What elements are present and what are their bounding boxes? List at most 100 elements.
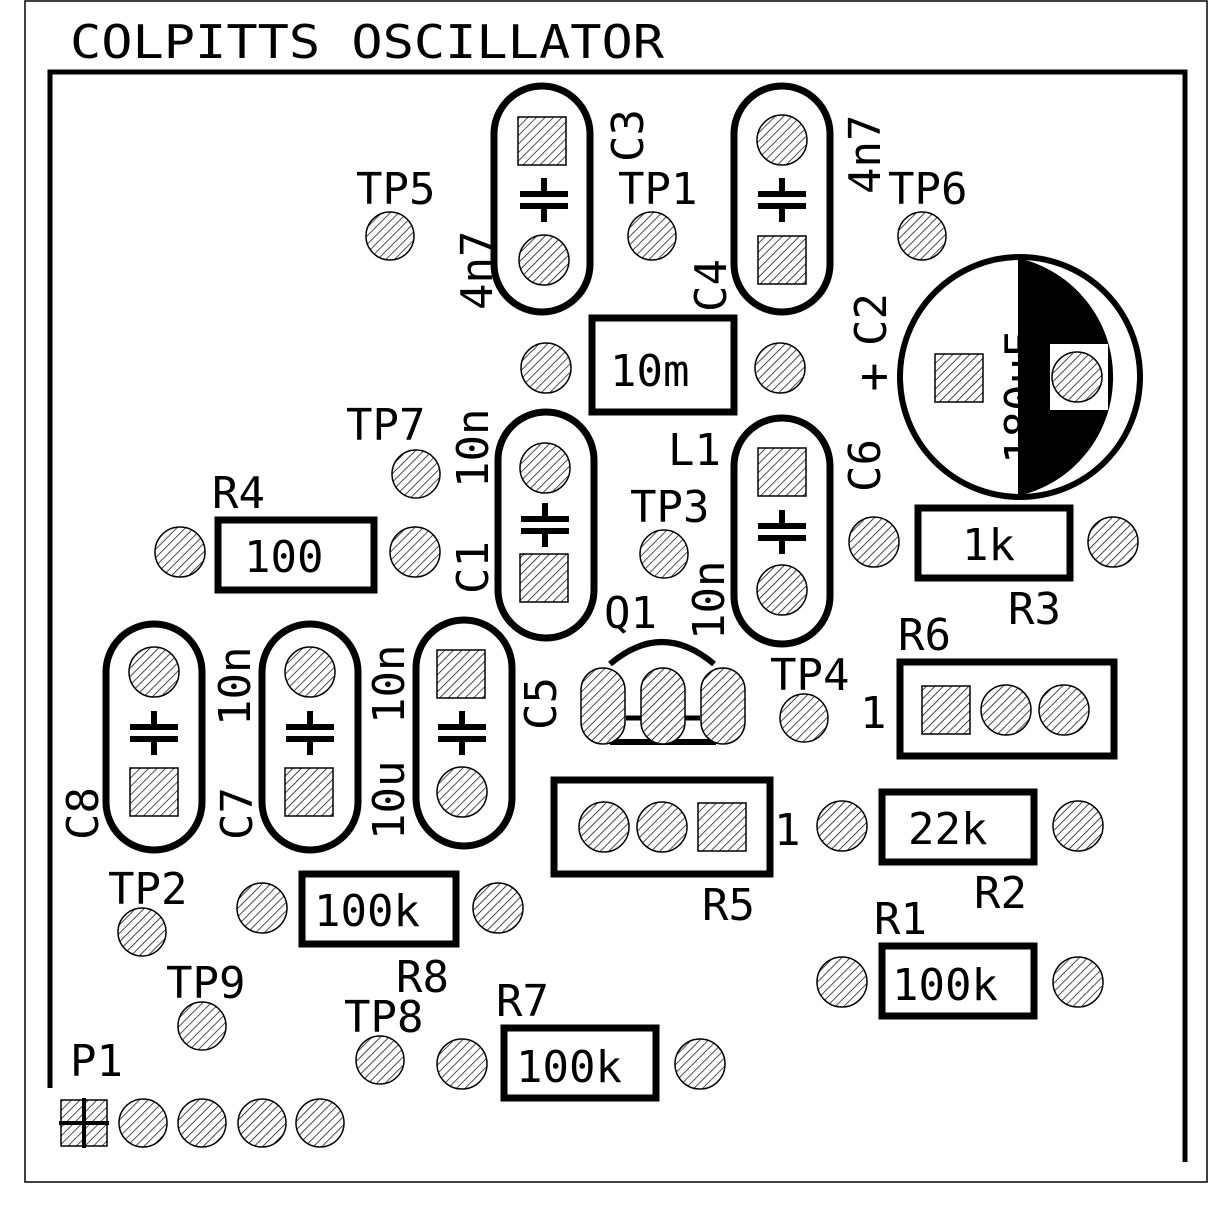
c7-value-label: 10u [364, 761, 415, 840]
c7-ref-label: C7 [212, 787, 263, 840]
pad-round [779, 693, 829, 743]
inductor-l1[interactable]: 10m L1 [520, 314, 806, 476]
pad-round [756, 114, 808, 166]
pad-round [128, 646, 180, 698]
pad-round [118, 1098, 168, 1148]
test-point-tp5[interactable]: TP5 [356, 164, 435, 261]
resistor-r1[interactable]: 100k R1 [816, 894, 1104, 1020]
pad-square [129, 767, 179, 817]
r8-value-label: 100k [314, 886, 420, 937]
r7-value-label: 100k [516, 1042, 622, 1093]
test-point-tp6[interactable]: TP6 [888, 164, 967, 261]
board-title: COLPITTS OSCILLATOR [70, 15, 664, 69]
pad-round [674, 1038, 726, 1090]
r2-ref-label: R2 [974, 868, 1027, 919]
transistor-q1[interactable]: Q1 [580, 588, 746, 745]
tp1-label: TP1 [618, 164, 697, 215]
pad-round [627, 211, 677, 261]
test-point-tp9[interactable]: TP9 [166, 958, 245, 1051]
q1-ref-label: Q1 [604, 588, 657, 639]
pad-round [237, 1098, 287, 1148]
r5-pin1-label: 1 [774, 805, 801, 856]
pad-round [436, 766, 488, 818]
resistor-r2[interactable]: 22k R2 [816, 788, 1104, 919]
pad-round [117, 907, 167, 957]
pad-round [1052, 800, 1104, 852]
r1-ref-label: R1 [874, 894, 927, 945]
test-point-tp1[interactable]: TP1 [618, 164, 697, 261]
capacitor-c3[interactable]: C3 4n7 [452, 82, 654, 316]
pad-round [1051, 351, 1103, 403]
pad-round [519, 442, 571, 494]
r3-ref-label: R3 [1008, 584, 1061, 635]
trimmer-r6[interactable]: R6 1 [860, 610, 1118, 760]
tp8-label: TP8 [344, 992, 423, 1043]
resistor-r7[interactable]: 100k R7 [436, 976, 726, 1102]
test-point-tp4[interactable]: TP4 [770, 650, 849, 743]
tp2-label: TP2 [108, 864, 187, 915]
capacitor-c7[interactable]: C7 10u [212, 620, 415, 854]
r4-ref-label: R4 [212, 468, 265, 519]
capacitor-c8[interactable]: C8 10n [58, 620, 261, 854]
pad-round [639, 529, 689, 579]
r1-value-label: 100k [892, 960, 998, 1011]
r8-ref-label: R8 [396, 952, 449, 1003]
r3-value-label: 1k [962, 520, 1015, 571]
tp5-label: TP5 [356, 164, 435, 215]
pad-round [177, 1001, 227, 1051]
resistor-r8[interactable]: 100k R8 [236, 870, 524, 1003]
test-point-tp7[interactable]: TP7 [346, 400, 441, 499]
pad-oval [700, 667, 746, 745]
pad-round [848, 516, 900, 568]
capacitor-c1[interactable]: C1 10n [448, 408, 598, 642]
pad-round [177, 1098, 227, 1148]
pad-round [1052, 956, 1104, 1008]
c6-value-label: 10n [684, 561, 735, 640]
resistor-r4[interactable]: 100 R4 [154, 468, 441, 594]
c8-ref-label: C8 [58, 787, 109, 840]
pad-round [154, 526, 206, 578]
pad-round [436, 1038, 488, 1090]
pad-oval [580, 667, 626, 745]
c2-ref-label: C2 [846, 293, 897, 346]
r6-pin1-label: 1 [860, 688, 887, 739]
test-point-tp8[interactable]: TP8 [344, 992, 423, 1085]
c5-value-label: 10n [364, 645, 415, 724]
connector-p1[interactable]: P1 [59, 1036, 345, 1148]
pad-round [472, 882, 524, 934]
c1-value-label: 10n [448, 409, 499, 488]
r7-ref-label: R7 [496, 976, 549, 1027]
pad-round [355, 1035, 405, 1085]
pad-square [757, 447, 807, 497]
l1-ref-label: L1 [668, 425, 721, 476]
pad-square [436, 649, 486, 699]
test-point-tp2[interactable]: TP2 [108, 864, 187, 957]
pad-square [517, 116, 567, 166]
pad-oval [640, 667, 686, 745]
pad-round [578, 801, 630, 853]
pad-square [921, 685, 971, 735]
capacitor-c4[interactable]: C4 4n7 [686, 82, 891, 316]
pad-round [980, 684, 1032, 736]
c3-ref-label: C3 [603, 109, 654, 162]
trimmer-r5[interactable]: R5 1 [550, 776, 801, 931]
pad-round [389, 526, 441, 578]
l1-value-label: 10m [610, 346, 689, 397]
r6-ref-label: R6 [898, 610, 951, 661]
pad-square [757, 235, 807, 285]
c2-value-label: 180uF [996, 332, 1047, 464]
capacitor-c6[interactable]: C6 10n [684, 414, 891, 648]
c6-ref-label: C6 [840, 439, 891, 492]
c4-value-label: 4n7 [840, 115, 891, 194]
resistor-r3[interactable]: 1k R3 [848, 504, 1139, 635]
electrolytic-capacitor-c2[interactable]: + C2 180uF [846, 254, 1143, 500]
pad-square [697, 802, 747, 852]
pad-square [934, 353, 984, 403]
pad-round [236, 882, 288, 934]
pad-round [1087, 516, 1139, 568]
c4-ref-label: C4 [686, 259, 737, 312]
capacitor-c5[interactable]: C5 10n [364, 616, 567, 850]
test-point-tp3[interactable]: TP3 [630, 482, 709, 579]
c3-value-label: 4n7 [452, 231, 503, 310]
